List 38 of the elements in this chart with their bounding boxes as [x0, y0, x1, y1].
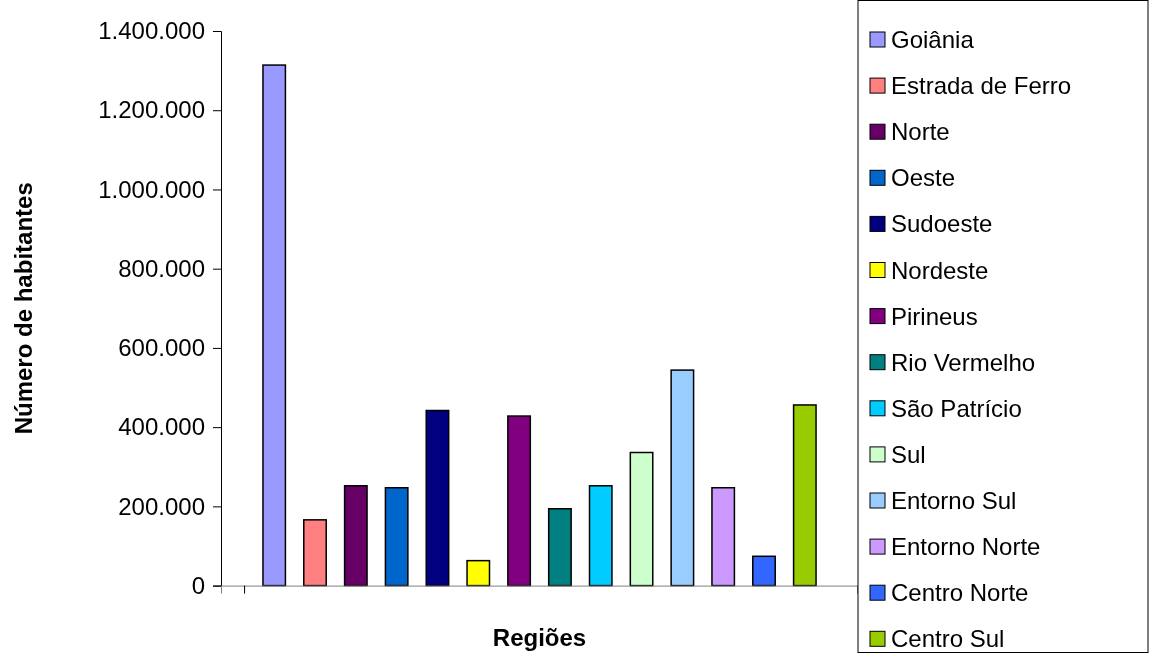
bar: [588, 485, 613, 587]
y-axis-title: Número de habitantes: [10, 182, 37, 435]
bar: [670, 369, 695, 587]
bar: [343, 485, 368, 587]
bar: [384, 487, 409, 587]
legend-label: Pirineus: [891, 302, 978, 330]
bar: [303, 519, 327, 587]
y-tick-label: 800.000: [118, 254, 205, 282]
legend-label: Goiânia: [891, 26, 975, 53]
bar: [629, 451, 654, 587]
bar: [425, 409, 450, 587]
y-tick-label: 1.000.000: [98, 175, 205, 203]
legend-label: Centro Norte: [891, 579, 1029, 607]
bar: [507, 415, 532, 587]
x-axis-title: Regiões: [492, 624, 587, 651]
bar: [792, 404, 817, 587]
legend-label: Sudoeste: [891, 210, 993, 238]
y-tick-label: 0: [191, 571, 205, 599]
legend-label: Entorno Sul: [891, 487, 1017, 514]
legend-label: Entorno Norte: [891, 533, 1041, 561]
legend-label: Sul: [891, 440, 926, 468]
legend-label: Rio Vermelho: [891, 348, 1036, 376]
bar: [262, 64, 287, 587]
legend-label: Centro Sul: [891, 625, 1005, 653]
bar: [547, 508, 572, 587]
legend-label: Nordeste: [891, 256, 989, 284]
legend-label: São Patrício: [891, 394, 1022, 422]
y-tick-label: 600.000: [118, 334, 205, 362]
legend-label: Oeste: [891, 164, 956, 192]
bar: [711, 487, 736, 587]
bar: [466, 559, 491, 587]
bar: [752, 555, 776, 587]
legend-label: Estrada de Ferro: [891, 72, 1072, 100]
y-tick-label: 200.000: [118, 492, 205, 520]
legend-label: Norte: [891, 118, 950, 146]
y-tick-label: 1.200.000: [98, 96, 205, 124]
y-tick-label: 1.400.000: [98, 17, 205, 45]
y-tick-label: 400.000: [118, 413, 205, 441]
